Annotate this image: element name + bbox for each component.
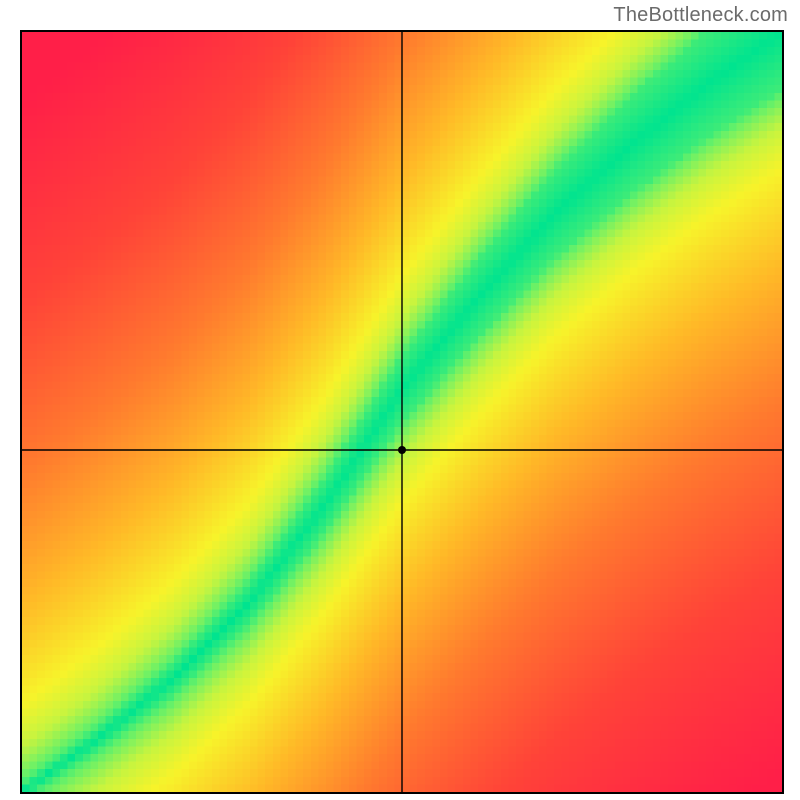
watermark-label: TheBottleneck.com — [613, 4, 788, 27]
crosshair-marker — [398, 446, 406, 454]
chart-container: TheBottleneck.com — [0, 0, 800, 800]
heatmap-plot — [20, 30, 784, 794]
crosshair-overlay — [22, 32, 782, 792]
